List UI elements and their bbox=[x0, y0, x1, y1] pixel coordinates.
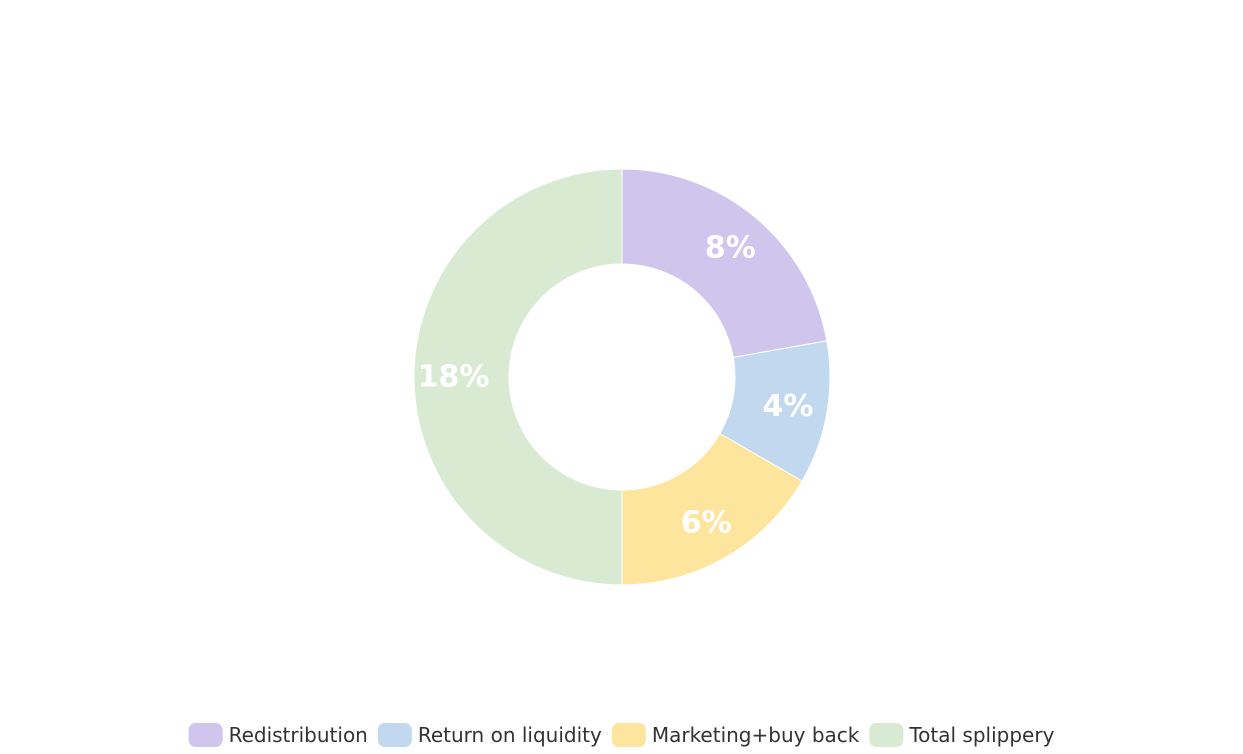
legend-label-redistribution: Redistribution bbox=[229, 723, 368, 747]
legend-item-marketing-buy-back[interactable]: Marketing+buy back bbox=[611, 723, 860, 747]
chart-legend: Redistribution Return on liquidity Marketi… bbox=[188, 723, 1055, 747]
slice-label-total-splippery: 18% bbox=[418, 360, 490, 395]
slice-redistribution bbox=[621, 168, 828, 358]
legend-item-redistribution[interactable]: Redistribution bbox=[188, 723, 368, 747]
slice-label-return-on-liquidity: 4% bbox=[762, 389, 813, 424]
legend-swatch-marketing-buy-back bbox=[611, 723, 646, 747]
legend-label-total-splippery: Total splippery bbox=[908, 723, 1054, 747]
slice-label-redistribution: 8% bbox=[705, 230, 756, 265]
legend-item-return-on-liquidity[interactable]: Return on liquidity bbox=[377, 723, 602, 747]
legend-swatch-total-splippery bbox=[869, 723, 904, 747]
legend-swatch-return-on-liquidity bbox=[377, 723, 412, 747]
chart-slices bbox=[413, 168, 831, 586]
chart-slice-labels: 8% 4% 6% 18% bbox=[418, 230, 814, 540]
slice-total-splippery bbox=[413, 168, 623, 586]
legend-swatch-redistribution bbox=[188, 723, 223, 747]
legend-label-marketing-buy-back: Marketing+buy back bbox=[652, 723, 860, 747]
slice-label-marketing-buy-back: 6% bbox=[681, 505, 732, 540]
legend-label-return-on-liquidity: Return on liquidity bbox=[418, 723, 602, 747]
legend-item-total-splippery[interactable]: Total splippery bbox=[869, 723, 1055, 747]
slice-marketing-buy-back bbox=[621, 432, 803, 586]
